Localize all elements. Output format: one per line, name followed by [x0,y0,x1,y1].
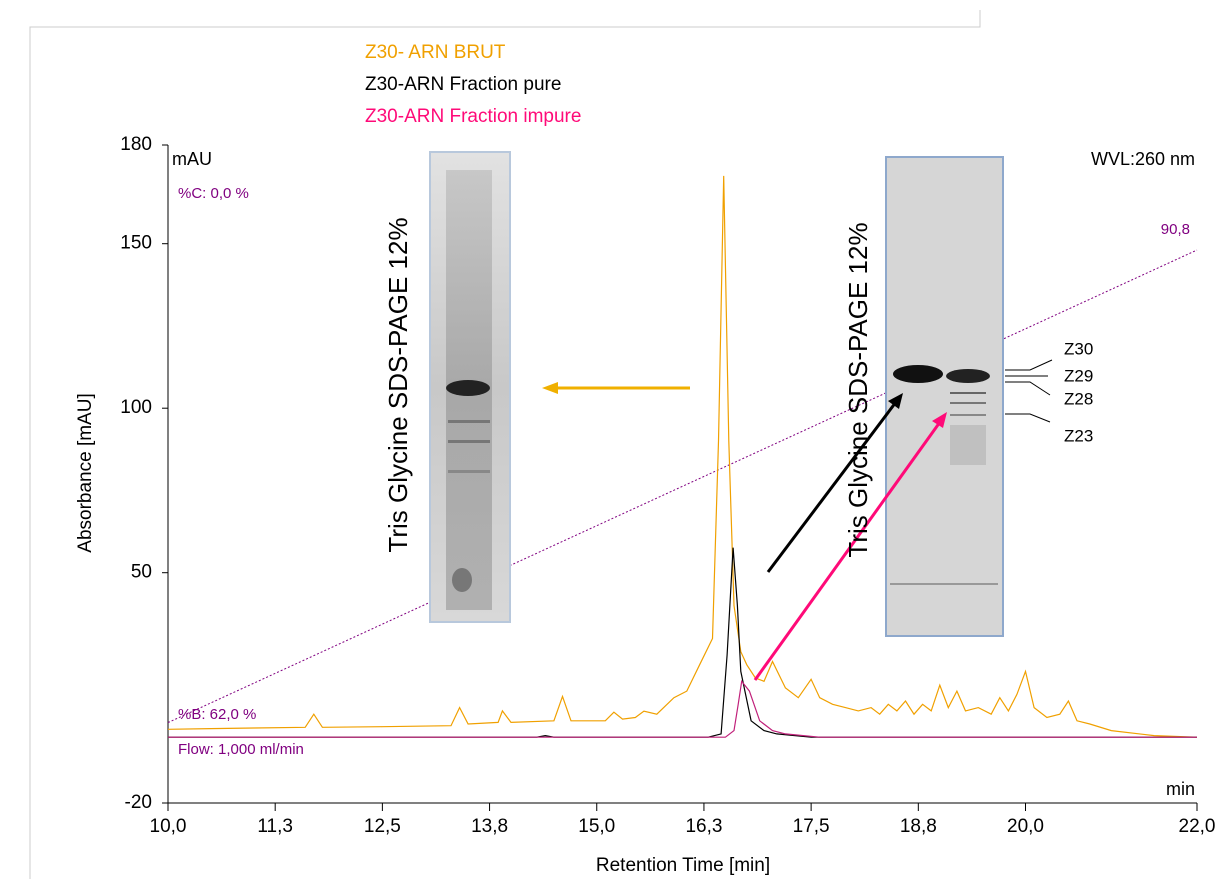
gel-label: Tris Glycine SDS-PAGE 12% [383,217,413,552]
y-tick-label: 100 [120,397,152,418]
x-tick-label: 20,0 [1007,816,1044,837]
x-tick-label: 16,3 [685,816,722,837]
legend-entry: Z30-ARN Fraction impure [365,106,581,127]
arrows [542,382,947,681]
gel-image [885,156,1053,637]
y-tick-label: 150 [120,233,152,254]
x-tick-label: 11,3 [257,816,293,837]
percent-c: %C: 0,0 % [178,185,249,202]
x-tick-label: 17,5 [793,816,830,837]
band-label: Z23 [1064,426,1093,445]
series-line [167,175,1198,738]
x-tick-label: 18,8 [900,816,937,837]
gradient-label: 90,8 [1161,221,1190,238]
y-tick-label: 50 [131,562,152,583]
gradient-line [167,249,1198,724]
series-line [168,547,1197,738]
frame [29,10,981,879]
gel-label: Tris Glycine SDS-PAGE 12% [843,222,873,557]
gel-image [429,151,511,623]
legend-entry: Z30- ARN BRUT [365,42,506,63]
band-label: Z28 [1064,389,1093,408]
plot [167,175,1198,738]
x-unit: min [1166,779,1195,799]
band-label: Z29 [1064,366,1093,385]
flow: Flow: 1,000 ml/min [178,741,304,758]
y-tick-label: -20 [125,792,152,813]
x-tick-label: 15,0 [578,816,615,837]
series-line [168,679,1197,738]
band-label: Z30 [1064,339,1093,358]
x-tick-label: 22,0 [1179,816,1216,837]
x-tick-label: 10,0 [150,816,187,837]
wavelength: WVL:260 nm [1091,149,1195,169]
x-tick-label: 13,8 [471,816,508,837]
y-unit: mAU [172,149,212,169]
x-axis-title: Retention Time [min] [596,855,770,876]
y-tick-label: 180 [120,134,152,155]
y-axis-title: Absorbance [mAU] [75,393,96,552]
gradient-label: %B: 62,0 % [178,706,256,723]
x-tick-label: 12,5 [364,816,401,837]
legend-entry: Z30-ARN Fraction pure [365,74,561,95]
